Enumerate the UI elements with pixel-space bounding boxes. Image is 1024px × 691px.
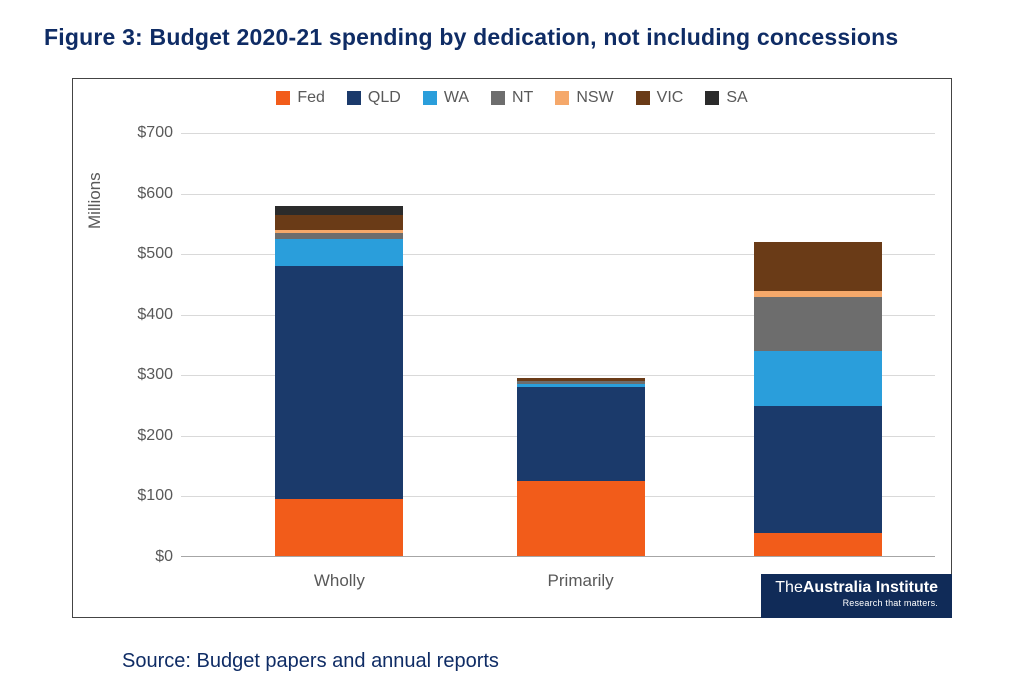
legend-swatch — [423, 91, 437, 105]
legend-item-nsw: NSW — [555, 89, 613, 107]
bar-segment-sa — [275, 206, 403, 215]
legend-item-wa: WA — [423, 89, 469, 107]
legend-item-fed: Fed — [276, 89, 325, 107]
legend-label: NSW — [576, 89, 613, 107]
x-axis-label: Wholly — [314, 571, 365, 591]
page: Figure 3: Budget 2020-21 spending by ded… — [0, 0, 1024, 691]
legend-swatch — [347, 91, 361, 105]
legend-swatch — [276, 91, 290, 105]
brand-tagline: Research that matters. — [775, 599, 938, 608]
figure-title: Figure 3: Budget 2020-21 spending by ded… — [44, 24, 898, 51]
legend-label: QLD — [368, 89, 401, 107]
legend-item-qld: QLD — [347, 89, 401, 107]
chart-frame: FedQLDWANTNSWVICSA Millions $0$100$200$3… — [72, 78, 952, 618]
bar-wholly — [275, 206, 403, 557]
plot-area: $0$100$200$300$400$500$600$700 — [181, 133, 935, 557]
y-axis-title: Millions — [85, 172, 105, 229]
bar-segment-fed — [517, 481, 645, 557]
legend-label: NT — [512, 89, 533, 107]
bars-layer — [181, 133, 935, 557]
legend: Fed QLD WA NT NSW VIC SA — [73, 89, 951, 107]
bar-primarily — [517, 378, 645, 557]
bar-partly — [754, 242, 882, 557]
legend-item-sa: SA — [705, 89, 747, 107]
y-tick-label: $400 — [137, 306, 173, 324]
legend-label: Fed — [297, 89, 325, 107]
legend-label: SA — [726, 89, 747, 107]
brand-badge: TheAustralia Institute Research that mat… — [761, 574, 952, 618]
bar-segment-qld — [517, 387, 645, 481]
bar-segment-vic — [275, 215, 403, 230]
y-tick-label: $200 — [137, 427, 173, 445]
legend-item-nt: NT — [491, 89, 533, 107]
y-tick-label: $500 — [137, 245, 173, 263]
legend-swatch — [555, 91, 569, 105]
y-tick-label: $300 — [137, 366, 173, 384]
brand-name: TheAustralia Institute — [775, 580, 938, 597]
bar-segment-wa — [275, 239, 403, 266]
bar-segment-qld — [754, 406, 882, 533]
legend-item-vic: VIC — [636, 89, 684, 107]
x-axis-line — [181, 556, 935, 557]
brand-main: Australia Institute — [803, 579, 938, 596]
y-tick-label: $600 — [137, 185, 173, 203]
bar-segment-vic — [754, 242, 882, 290]
bar-segment-wa — [754, 351, 882, 406]
bar-segment-fed — [275, 499, 403, 557]
bar-segment-fed — [754, 533, 882, 557]
legend-swatch — [705, 91, 719, 105]
y-tick-label: $0 — [155, 548, 173, 566]
brand-prefix: The — [775, 579, 803, 596]
y-tick-label: $100 — [137, 487, 173, 505]
legend-label: VIC — [657, 89, 684, 107]
y-tick-label: $700 — [137, 124, 173, 142]
bar-segment-qld — [275, 266, 403, 499]
source-citation: Source: Budget papers and annual reports — [122, 650, 499, 673]
bar-segment-nt — [754, 297, 882, 352]
x-axis-label: Primarily — [548, 571, 614, 591]
legend-swatch — [491, 91, 505, 105]
legend-swatch — [636, 91, 650, 105]
legend-label: WA — [444, 89, 469, 107]
